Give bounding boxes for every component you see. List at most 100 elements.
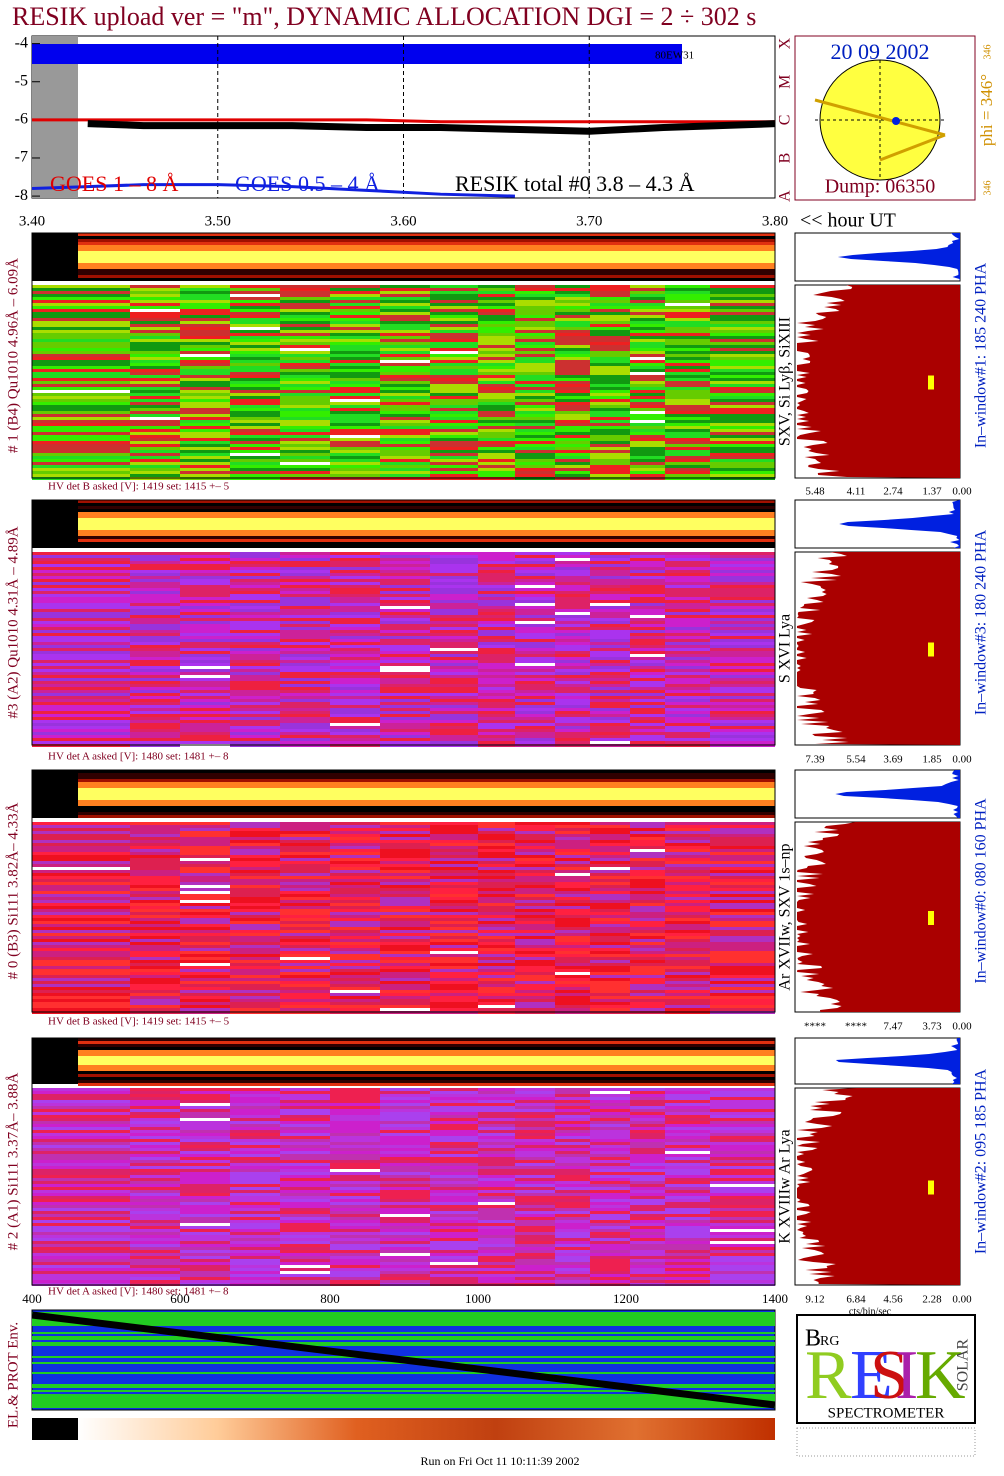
- pixel: [180, 711, 230, 714]
- pixel: [180, 465, 230, 468]
- pixel: [230, 606, 280, 609]
- pixel: [32, 903, 130, 906]
- pixel: [130, 975, 180, 978]
- pixel: [380, 699, 430, 702]
- pixel: [330, 891, 380, 894]
- pixel: [32, 645, 130, 648]
- pixel: [230, 1208, 280, 1211]
- pixel: [330, 609, 380, 612]
- pixel: [280, 1247, 330, 1250]
- pixel: [710, 1118, 775, 1121]
- pixel: [330, 969, 380, 972]
- pixel: [710, 822, 775, 825]
- pixel: [710, 1205, 775, 1208]
- pixel: [430, 1232, 478, 1235]
- pixel: [330, 945, 380, 948]
- pixel: [710, 1262, 775, 1265]
- pixel: [590, 882, 630, 885]
- pixel: [590, 447, 630, 450]
- pixel: [478, 1088, 515, 1091]
- pixel: [230, 1265, 280, 1268]
- pixel: [130, 906, 180, 909]
- pixel: [555, 417, 590, 420]
- pixel: [710, 972, 775, 975]
- pixel: [430, 387, 478, 390]
- pixel: [630, 987, 665, 990]
- pixel: [630, 687, 665, 690]
- pixel: [230, 879, 280, 882]
- pixel: [180, 915, 230, 918]
- pixel: [280, 939, 330, 942]
- pixel: [180, 849, 230, 852]
- pixel-row: [78, 272, 775, 275]
- logo-letter: I: [895, 1337, 918, 1414]
- pixel: [515, 621, 555, 624]
- pixel: [665, 930, 710, 933]
- pixel: [555, 321, 590, 324]
- pixel: [280, 717, 330, 720]
- pixel: [590, 825, 630, 828]
- pixel: [478, 294, 515, 297]
- pixel: [380, 867, 430, 870]
- pixel: [630, 399, 665, 402]
- pixel: [230, 582, 280, 585]
- pixel: [430, 1250, 478, 1253]
- pixel: [710, 1190, 775, 1193]
- pixel: [230, 627, 280, 630]
- pixel: [130, 903, 180, 906]
- pixel: [665, 402, 710, 405]
- pixel: [630, 645, 665, 648]
- pixel: [380, 723, 430, 726]
- pixel: [665, 828, 710, 831]
- pixel: [630, 975, 665, 978]
- pixel: [630, 318, 665, 321]
- pixel: [665, 681, 710, 684]
- pixel: [630, 741, 665, 744]
- pixel: [230, 873, 280, 876]
- pixel: [555, 999, 590, 1002]
- env-stripe: [32, 1396, 775, 1398]
- pixel: [430, 1208, 478, 1211]
- pha-tick-label: ****: [845, 1021, 867, 1033]
- pixel: [665, 1115, 710, 1118]
- pixel: [230, 723, 280, 726]
- pixel: [280, 372, 330, 375]
- pixel: [330, 1187, 380, 1190]
- pixel: [330, 867, 380, 870]
- pha-unit: cts/bin/sec: [849, 1306, 892, 1317]
- pixel: [665, 1094, 710, 1097]
- pixel: [630, 552, 665, 555]
- pixel: [630, 942, 665, 945]
- pixel: [32, 360, 130, 363]
- pixel: [330, 321, 380, 324]
- pixel: [380, 672, 430, 675]
- pixel: [478, 300, 515, 303]
- pixel: [430, 570, 478, 573]
- pixel: [478, 840, 515, 843]
- pixel: [710, 957, 775, 960]
- pixel: [630, 321, 665, 324]
- pixel: [665, 294, 710, 297]
- pixel: [430, 288, 478, 291]
- pixel: [590, 639, 630, 642]
- pixel: [180, 729, 230, 732]
- pixel: [710, 1223, 775, 1226]
- pixel: [32, 666, 130, 669]
- pixel: [710, 1002, 775, 1005]
- pixel: [430, 333, 478, 336]
- pixel: [130, 300, 180, 303]
- pixel: [230, 993, 280, 996]
- pixel: [630, 438, 665, 441]
- pixel: [330, 918, 380, 921]
- pixel: [280, 1091, 330, 1094]
- pixel: [630, 291, 665, 294]
- pixel: [330, 846, 380, 849]
- pixel: [330, 324, 380, 327]
- pixel: [380, 969, 430, 972]
- pixel: [590, 861, 630, 864]
- pixel: [180, 450, 230, 453]
- pixel: [555, 1184, 590, 1187]
- pixel: [380, 630, 430, 633]
- pixel: [230, 405, 280, 408]
- pixel: [555, 825, 590, 828]
